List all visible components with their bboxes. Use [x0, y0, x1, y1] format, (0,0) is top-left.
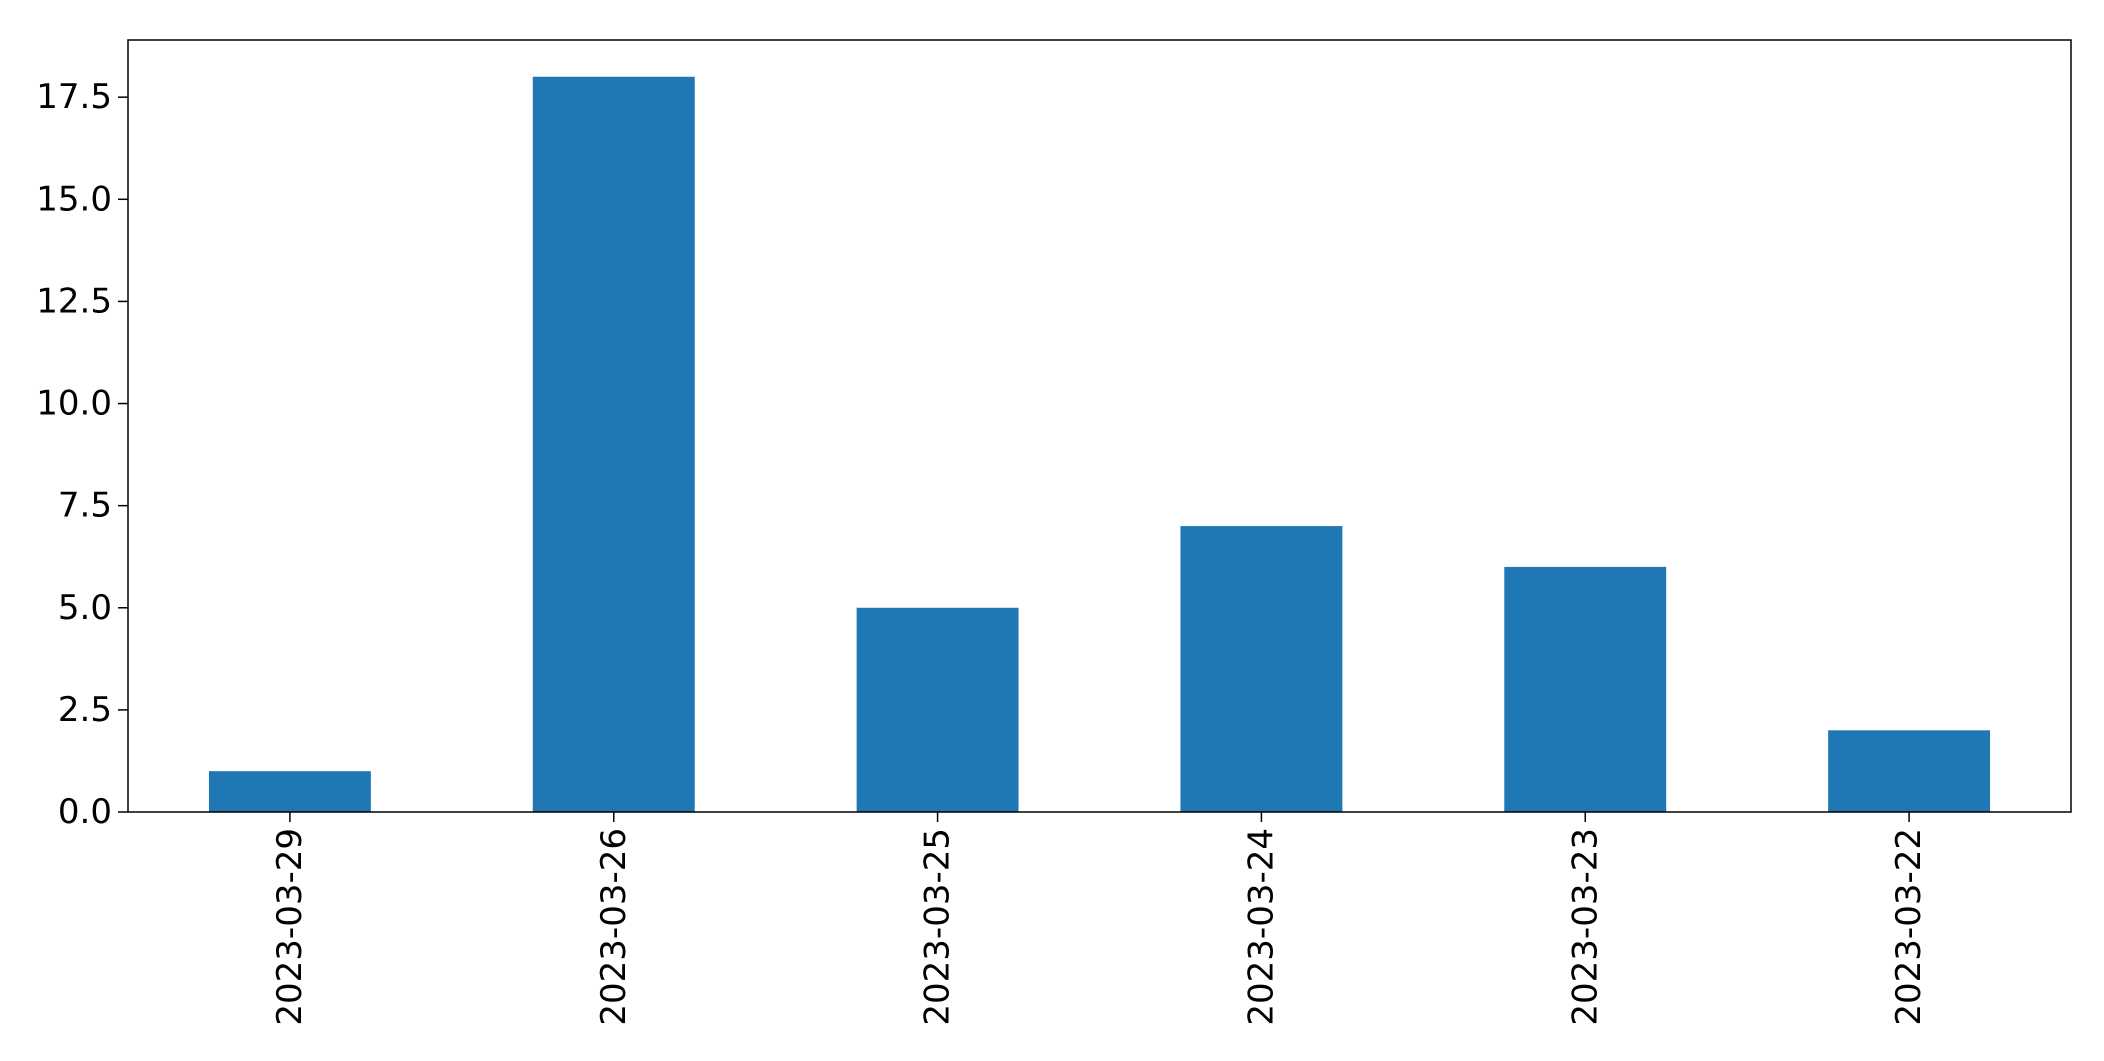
bar-2023-03-26 [532, 76, 695, 812]
bar-2023-03-29 [208, 771, 371, 812]
y-tick-label: 0.0 [58, 792, 112, 832]
x-tick-label: 2023-03-26 [594, 828, 634, 1026]
y-axis: 0.0 2.5 5.0 7.5 10.0 12.5 15.0 17.5 [36, 77, 128, 832]
y-tick-label: 2.5 [58, 690, 112, 730]
x-tick-label: 2023-03-22 [1889, 828, 1929, 1026]
y-tick-label: 15.0 [36, 179, 112, 219]
bar-2023-03-23 [1504, 566, 1667, 812]
x-axis: 2023-03-29 2023-03-26 2023-03-25 2023-03-24… [270, 812, 1929, 1026]
x-tick-label: 2023-03-25 [918, 828, 958, 1026]
y-tick-label: 12.5 [36, 281, 112, 321]
x-tick-label: 2023-03-24 [1241, 828, 1281, 1026]
bar-2023-03-24 [1180, 526, 1343, 812]
plot-area-frame [127, 39, 2072, 813]
y-tick-label: 7.5 [58, 486, 112, 526]
bar-2023-03-22 [1828, 730, 1991, 812]
y-tick-label: 17.5 [36, 77, 112, 117]
x-tick-label: 2023-03-23 [1565, 828, 1605, 1026]
bar-2023-03-25 [856, 607, 1019, 812]
y-tick-label: 10.0 [36, 384, 112, 424]
x-tick-label: 2023-03-29 [270, 828, 310, 1026]
y-tick-label: 5.0 [58, 588, 112, 628]
bars-layer [208, 76, 1991, 812]
